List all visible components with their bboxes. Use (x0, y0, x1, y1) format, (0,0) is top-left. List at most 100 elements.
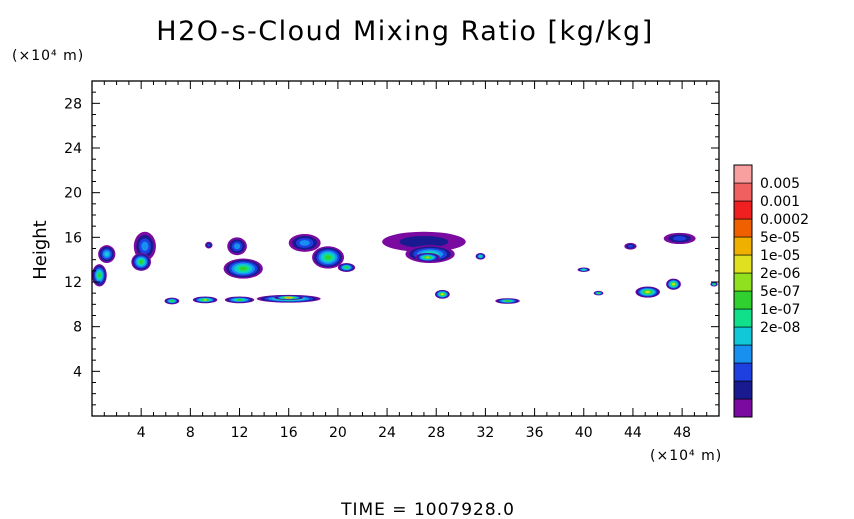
y-tick-label: 20 (64, 186, 82, 202)
chart-title: H2O-s-Cloud Mixing Ratio [kg/kg] (156, 16, 653, 47)
cloud-region-14 (475, 252, 486, 260)
colorbar-swatch (733, 398, 753, 418)
y-tick-label: 4 (73, 364, 82, 380)
colorbar-swatch (733, 182, 753, 202)
cloud-contour (441, 293, 444, 296)
cloud-contour (399, 235, 449, 248)
x-axis-unit: (×10⁴ m) (650, 448, 722, 464)
cloud-contour (207, 243, 211, 247)
cloud-contour (239, 266, 247, 271)
cloud-region-10 (337, 263, 356, 272)
cloud-contour (673, 236, 687, 241)
x-tick-label: 8 (186, 425, 195, 441)
y-tick-label: 16 (64, 230, 82, 246)
cloud-region-22 (577, 267, 590, 272)
cloud-contour (286, 296, 291, 299)
cloud-region-13 (415, 252, 440, 262)
y-axis-label: Height (30, 220, 51, 280)
cloud-contour (344, 266, 349, 269)
cloud-contour (505, 299, 510, 302)
colorbar-label: 2e-08 (760, 320, 800, 336)
cloud-contour (236, 298, 243, 301)
colorbar-swatch (733, 272, 753, 292)
colorbar-swatch (733, 236, 753, 256)
colorbar-label: 2e-06 (760, 266, 800, 282)
cloud-contour (203, 298, 208, 301)
colorbar-swatch (733, 344, 753, 364)
y-tick-label: 8 (73, 320, 82, 336)
cloud-region-5 (205, 241, 213, 249)
y-tick-label: 28 (64, 96, 82, 112)
cloud-contour (170, 299, 174, 302)
colorbar-swatch (733, 362, 753, 382)
cloud-contour (104, 251, 109, 257)
cloud-contour (425, 256, 430, 259)
colorbar-label: 1e-07 (760, 302, 800, 318)
cloud-region-19 (273, 295, 304, 300)
cloud-region-17 (224, 296, 255, 304)
cloud-contour (299, 240, 310, 246)
cloud-contour (139, 260, 144, 264)
cloud-region-16 (192, 296, 218, 304)
cloud-region-23 (593, 290, 604, 296)
colorbar-swatch (733, 308, 753, 328)
colorbar-label: 5e-05 (760, 230, 800, 246)
cloud-contour (713, 283, 716, 286)
cloud-region-26 (663, 232, 696, 245)
cloud-region-21 (495, 298, 520, 304)
colorbar-swatch (733, 218, 753, 238)
x-tick-label: 16 (280, 425, 298, 441)
colorbar-swatch (733, 200, 753, 220)
cloud-region-20 (435, 289, 450, 299)
x-tick-label: 4 (137, 425, 146, 441)
x-tick-label: 40 (575, 425, 593, 441)
colorbar: 0.005 0.001 0.0002 5e-05 1e-05 2e-06 5e-07 1e-0… (733, 164, 809, 418)
x-tick-label: 20 (329, 425, 347, 441)
x-tick-label: 44 (624, 425, 642, 441)
cloud-contour (325, 255, 332, 260)
cloud-contour (582, 268, 586, 271)
y-axis-unit: (×10⁴ m) (12, 48, 84, 64)
cloud-region-4 (131, 252, 152, 271)
cloud-regions (92, 231, 718, 305)
y-tick-label: 12 (64, 275, 82, 291)
x-tick-label: 32 (476, 425, 494, 441)
cloud-region-15 (164, 297, 180, 305)
cloud-contour (597, 292, 600, 295)
cloud-contour (627, 244, 634, 248)
cloud-region-7 (223, 258, 263, 279)
cloud-region-28 (710, 282, 718, 287)
colorbar-label: 1e-05 (760, 248, 800, 264)
cloud-region-9 (312, 246, 345, 269)
colorbar-swatch (733, 326, 753, 346)
cloud-contour (479, 255, 482, 258)
colorbar-label: 5e-07 (760, 284, 800, 300)
cloud-region-6 (227, 237, 247, 256)
cloud-contour (645, 291, 650, 294)
cloud-contour (97, 273, 101, 278)
colorbar-swatch (733, 164, 753, 184)
colorbar-frame (733, 164, 753, 418)
x-tick-label: 24 (378, 425, 396, 441)
x-tick-label: 36 (526, 425, 544, 441)
cloud-region-1 (98, 245, 116, 264)
y-tick-label: 24 (64, 141, 82, 157)
colorbar-swatch (733, 290, 753, 310)
cloud-contour (672, 283, 675, 286)
colorbar-label: 0.005 (760, 176, 800, 192)
colorbar-swatch (733, 380, 753, 400)
colorbar-label: 0.001 (760, 194, 800, 210)
time-label: TIME = 1007928.0 (340, 500, 515, 519)
x-tick-label: 12 (231, 425, 249, 441)
x-tick-label: 48 (673, 425, 691, 441)
colorbar-label: 0.0002 (760, 212, 809, 228)
cloud-region-8 (288, 233, 321, 252)
cloud-region-27 (666, 278, 681, 290)
cloud-region-24 (624, 242, 637, 250)
x-tick-label: 28 (427, 425, 445, 441)
cloud-contour (141, 241, 149, 251)
cloud-contour (233, 243, 241, 250)
cloud-region-25 (635, 286, 660, 298)
